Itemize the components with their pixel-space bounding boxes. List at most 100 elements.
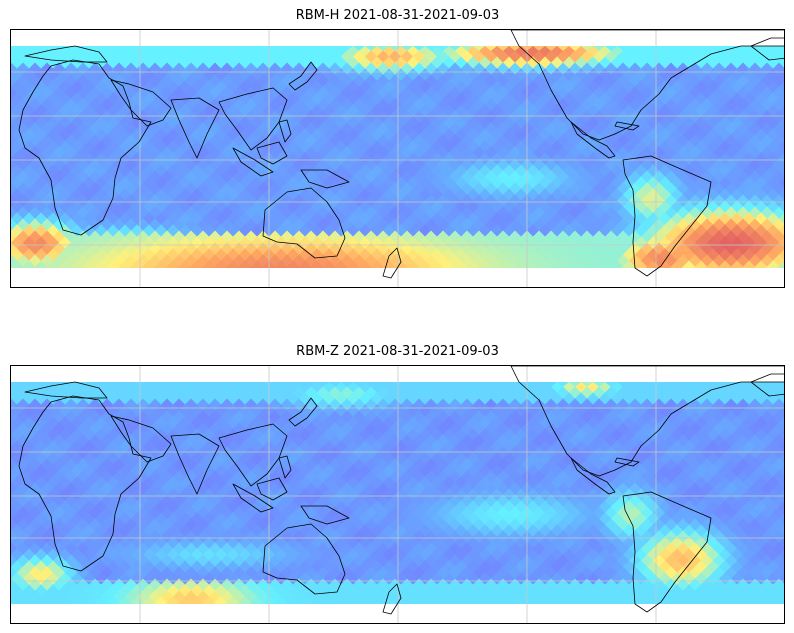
heatmap-cell — [585, 260, 601, 268]
heatmap-cell — [477, 68, 493, 84]
heatmap-cell — [87, 398, 103, 414]
heatmap-cell — [201, 56, 217, 72]
heatmap-cell — [231, 74, 247, 90]
heatmap-cell — [45, 140, 61, 156]
heatmap-cell — [459, 50, 475, 66]
heatmap-cell — [135, 74, 151, 90]
heatmap-cell — [183, 386, 199, 402]
heatmap-cell — [129, 46, 145, 60]
coastline — [110, 79, 172, 127]
coastline — [288, 61, 318, 91]
heatmap-cell — [213, 56, 229, 72]
heatmap-cell — [369, 56, 385, 72]
heatmap-cell — [45, 392, 61, 408]
heatmap-cell — [285, 68, 301, 84]
heatmap-cell — [15, 386, 31, 402]
heatmap-cell — [267, 410, 283, 426]
heatmap-cell — [177, 404, 193, 420]
heatmap-cell — [513, 260, 529, 268]
heatmap-cell — [141, 392, 157, 408]
heatmap-cell — [105, 68, 121, 84]
heatmap-cell — [279, 50, 295, 66]
heatmap-cell — [99, 386, 115, 402]
heatmap-cell — [393, 46, 409, 60]
heatmap-cell — [93, 260, 109, 268]
heatmap-cell — [129, 404, 145, 420]
heatmap-cell — [315, 74, 331, 90]
heatmap-cell — [21, 260, 37, 268]
heatmap-cell — [309, 260, 325, 268]
heatmap-cell — [87, 386, 103, 402]
heatmap-cell — [273, 392, 289, 408]
heatmap-cell — [129, 68, 145, 84]
heatmap-cell — [441, 404, 457, 420]
heatmap-cell — [183, 74, 199, 90]
heatmap-cell — [411, 74, 427, 90]
heatmap-cell — [471, 386, 487, 402]
heatmap-cell — [369, 46, 385, 60]
heatmap-cell — [399, 74, 415, 90]
heatmap-cell — [357, 68, 373, 84]
heatmap-cell — [363, 50, 379, 66]
heatmap-cell — [309, 382, 325, 396]
heatmap-cell — [243, 398, 259, 414]
heatmap-cell — [171, 74, 187, 90]
heatmap-cell — [669, 382, 685, 396]
heatmap-cell — [45, 572, 61, 588]
heatmap-cell — [399, 50, 415, 66]
heatmap-cell — [285, 404, 301, 420]
heatmap-cell — [249, 68, 265, 84]
heatmap-cell — [369, 392, 385, 408]
heatmap-cell — [45, 440, 61, 456]
heatmap-cell — [45, 80, 61, 96]
heatmap-cell — [429, 260, 445, 268]
heatmap-cell — [11, 254, 19, 268]
heatmap-cell — [597, 382, 613, 396]
heatmap-cell — [393, 56, 409, 72]
heatmap-cell — [165, 392, 181, 408]
heatmap-cell — [213, 68, 229, 84]
heatmap-cell — [45, 476, 61, 492]
heatmap-cell — [387, 410, 403, 426]
heatmap-cell — [351, 74, 367, 90]
heatmap-cell — [93, 68, 109, 84]
heatmap-cell — [123, 398, 139, 414]
heatmap-cell — [573, 46, 589, 60]
heatmap-cell — [177, 260, 193, 268]
heatmap-cell — [123, 50, 139, 66]
heatmap-cell — [255, 74, 271, 90]
heatmap-cell — [435, 74, 451, 90]
heatmap-cell — [417, 56, 433, 72]
heatmap-cell — [453, 68, 469, 84]
heatmap-cell — [45, 128, 61, 144]
heatmap-cell — [537, 260, 553, 268]
heatmap-cell — [81, 68, 97, 84]
heatmap-cell — [117, 260, 133, 268]
heatmap-cell — [57, 46, 73, 60]
heatmap-cell — [765, 260, 781, 268]
heatmap-cell — [501, 46, 517, 60]
heatmap-cell — [189, 260, 205, 268]
heatmap-cell — [489, 56, 505, 72]
heatmap-cell — [435, 50, 451, 66]
heatmap-cell — [105, 382, 121, 396]
heatmap-cell — [183, 50, 199, 66]
heatmap-cell — [411, 410, 427, 426]
heatmap-cell — [381, 68, 397, 84]
heatmap-cell — [309, 404, 325, 420]
heatmap-cell — [345, 382, 361, 396]
heatmap-cell — [225, 56, 241, 72]
heatmap-cell — [45, 116, 61, 132]
heatmap-cell — [15, 410, 31, 426]
heatmap-cell — [585, 46, 601, 60]
heatmap-cell — [45, 548, 61, 564]
heatmap-cell — [453, 56, 469, 72]
coastline — [510, 30, 784, 141]
heatmap-cell — [93, 392, 109, 408]
heatmap-cell — [399, 410, 415, 426]
heatmap-cell — [111, 386, 127, 402]
heatmap-cell — [93, 382, 109, 396]
heatmap-cell — [507, 410, 523, 426]
heatmap-cell — [345, 68, 361, 84]
heatmap-cell — [369, 404, 385, 420]
